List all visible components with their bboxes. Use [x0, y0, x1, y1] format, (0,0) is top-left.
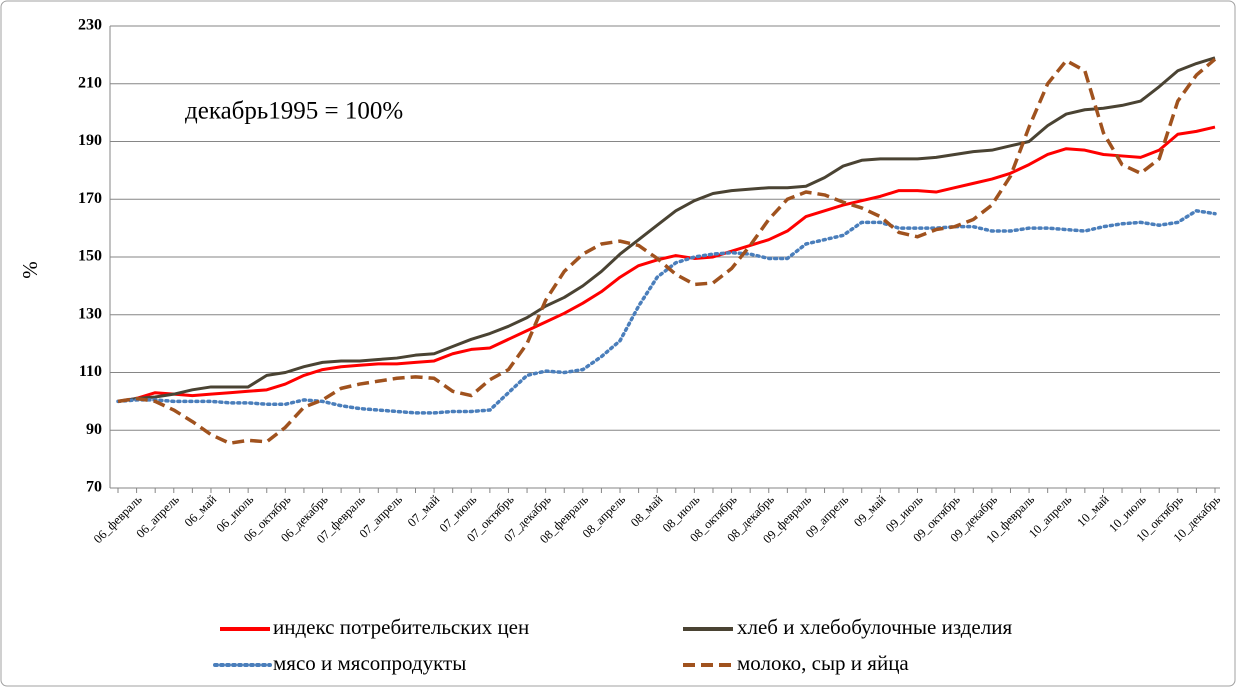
series-line [117, 57, 1217, 445]
y-tick-label: 170 [78, 190, 102, 207]
y-tick-label: 190 [78, 132, 102, 149]
y-tick-label: 70 [86, 479, 102, 496]
y-tick-label: 210 [78, 74, 102, 91]
legend-label: мясо и мясопродукты [273, 651, 466, 675]
y-axis-label: % [18, 261, 42, 279]
y-tick-label: 90 [86, 421, 102, 438]
y-tick-label: 150 [78, 248, 102, 265]
legend-label: индекс потребительских цен [273, 615, 529, 639]
annotation: декабрь1995 = 100% [185, 98, 403, 125]
series-line [117, 56, 1216, 403]
y-tick-label: 230 [78, 17, 102, 34]
legend-label: хлеб и хлебобулочные изделия [737, 615, 1012, 639]
legend-label: молоко, сыр и яйца [737, 651, 909, 675]
y-tick-label: 110 [79, 363, 102, 380]
series-line [116, 209, 1217, 415]
y-tick-label: 130 [78, 305, 102, 322]
series-line [117, 125, 1216, 403]
